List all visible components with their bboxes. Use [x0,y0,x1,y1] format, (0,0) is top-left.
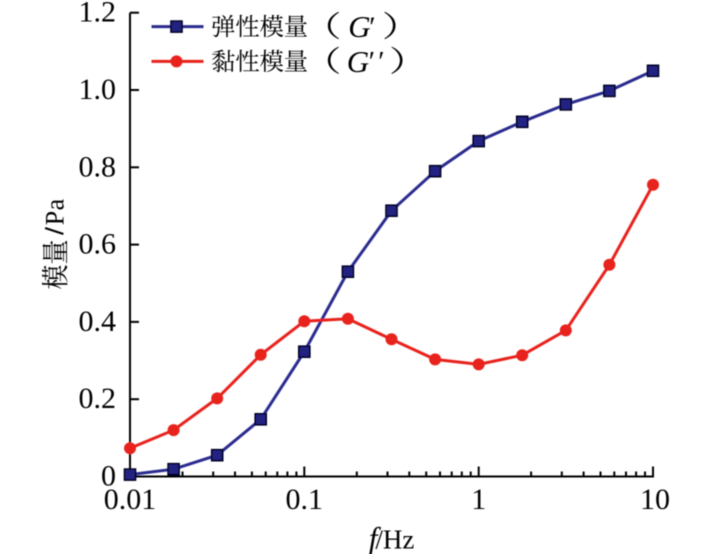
svg-text:1.2: 1.2 [79,0,117,29]
svg-text:0.01: 0.01 [104,483,157,516]
svg-text:10: 10 [640,483,670,516]
svg-text:0.1: 0.1 [286,483,324,516]
svg-text:′: ′ [378,46,384,78]
svg-text:a: a [41,198,70,210]
svg-text:1.0: 1.0 [79,73,117,106]
svg-text:G: G [347,44,369,79]
svg-text:0.4: 0.4 [79,305,117,338]
svg-text:G: G [348,9,370,44]
svg-text:f/Hz: f/Hz [369,520,415,554]
svg-text:0.2: 0.2 [79,382,117,415]
svg-text:P: P [41,211,70,225]
svg-text:0.8: 0.8 [79,150,117,183]
svg-text:0: 0 [101,460,116,493]
svg-text:1: 1 [471,483,486,516]
svg-text:′: ′ [369,46,375,78]
svg-text:0.6: 0.6 [79,228,117,261]
svg-text:′: ′ [369,11,375,43]
